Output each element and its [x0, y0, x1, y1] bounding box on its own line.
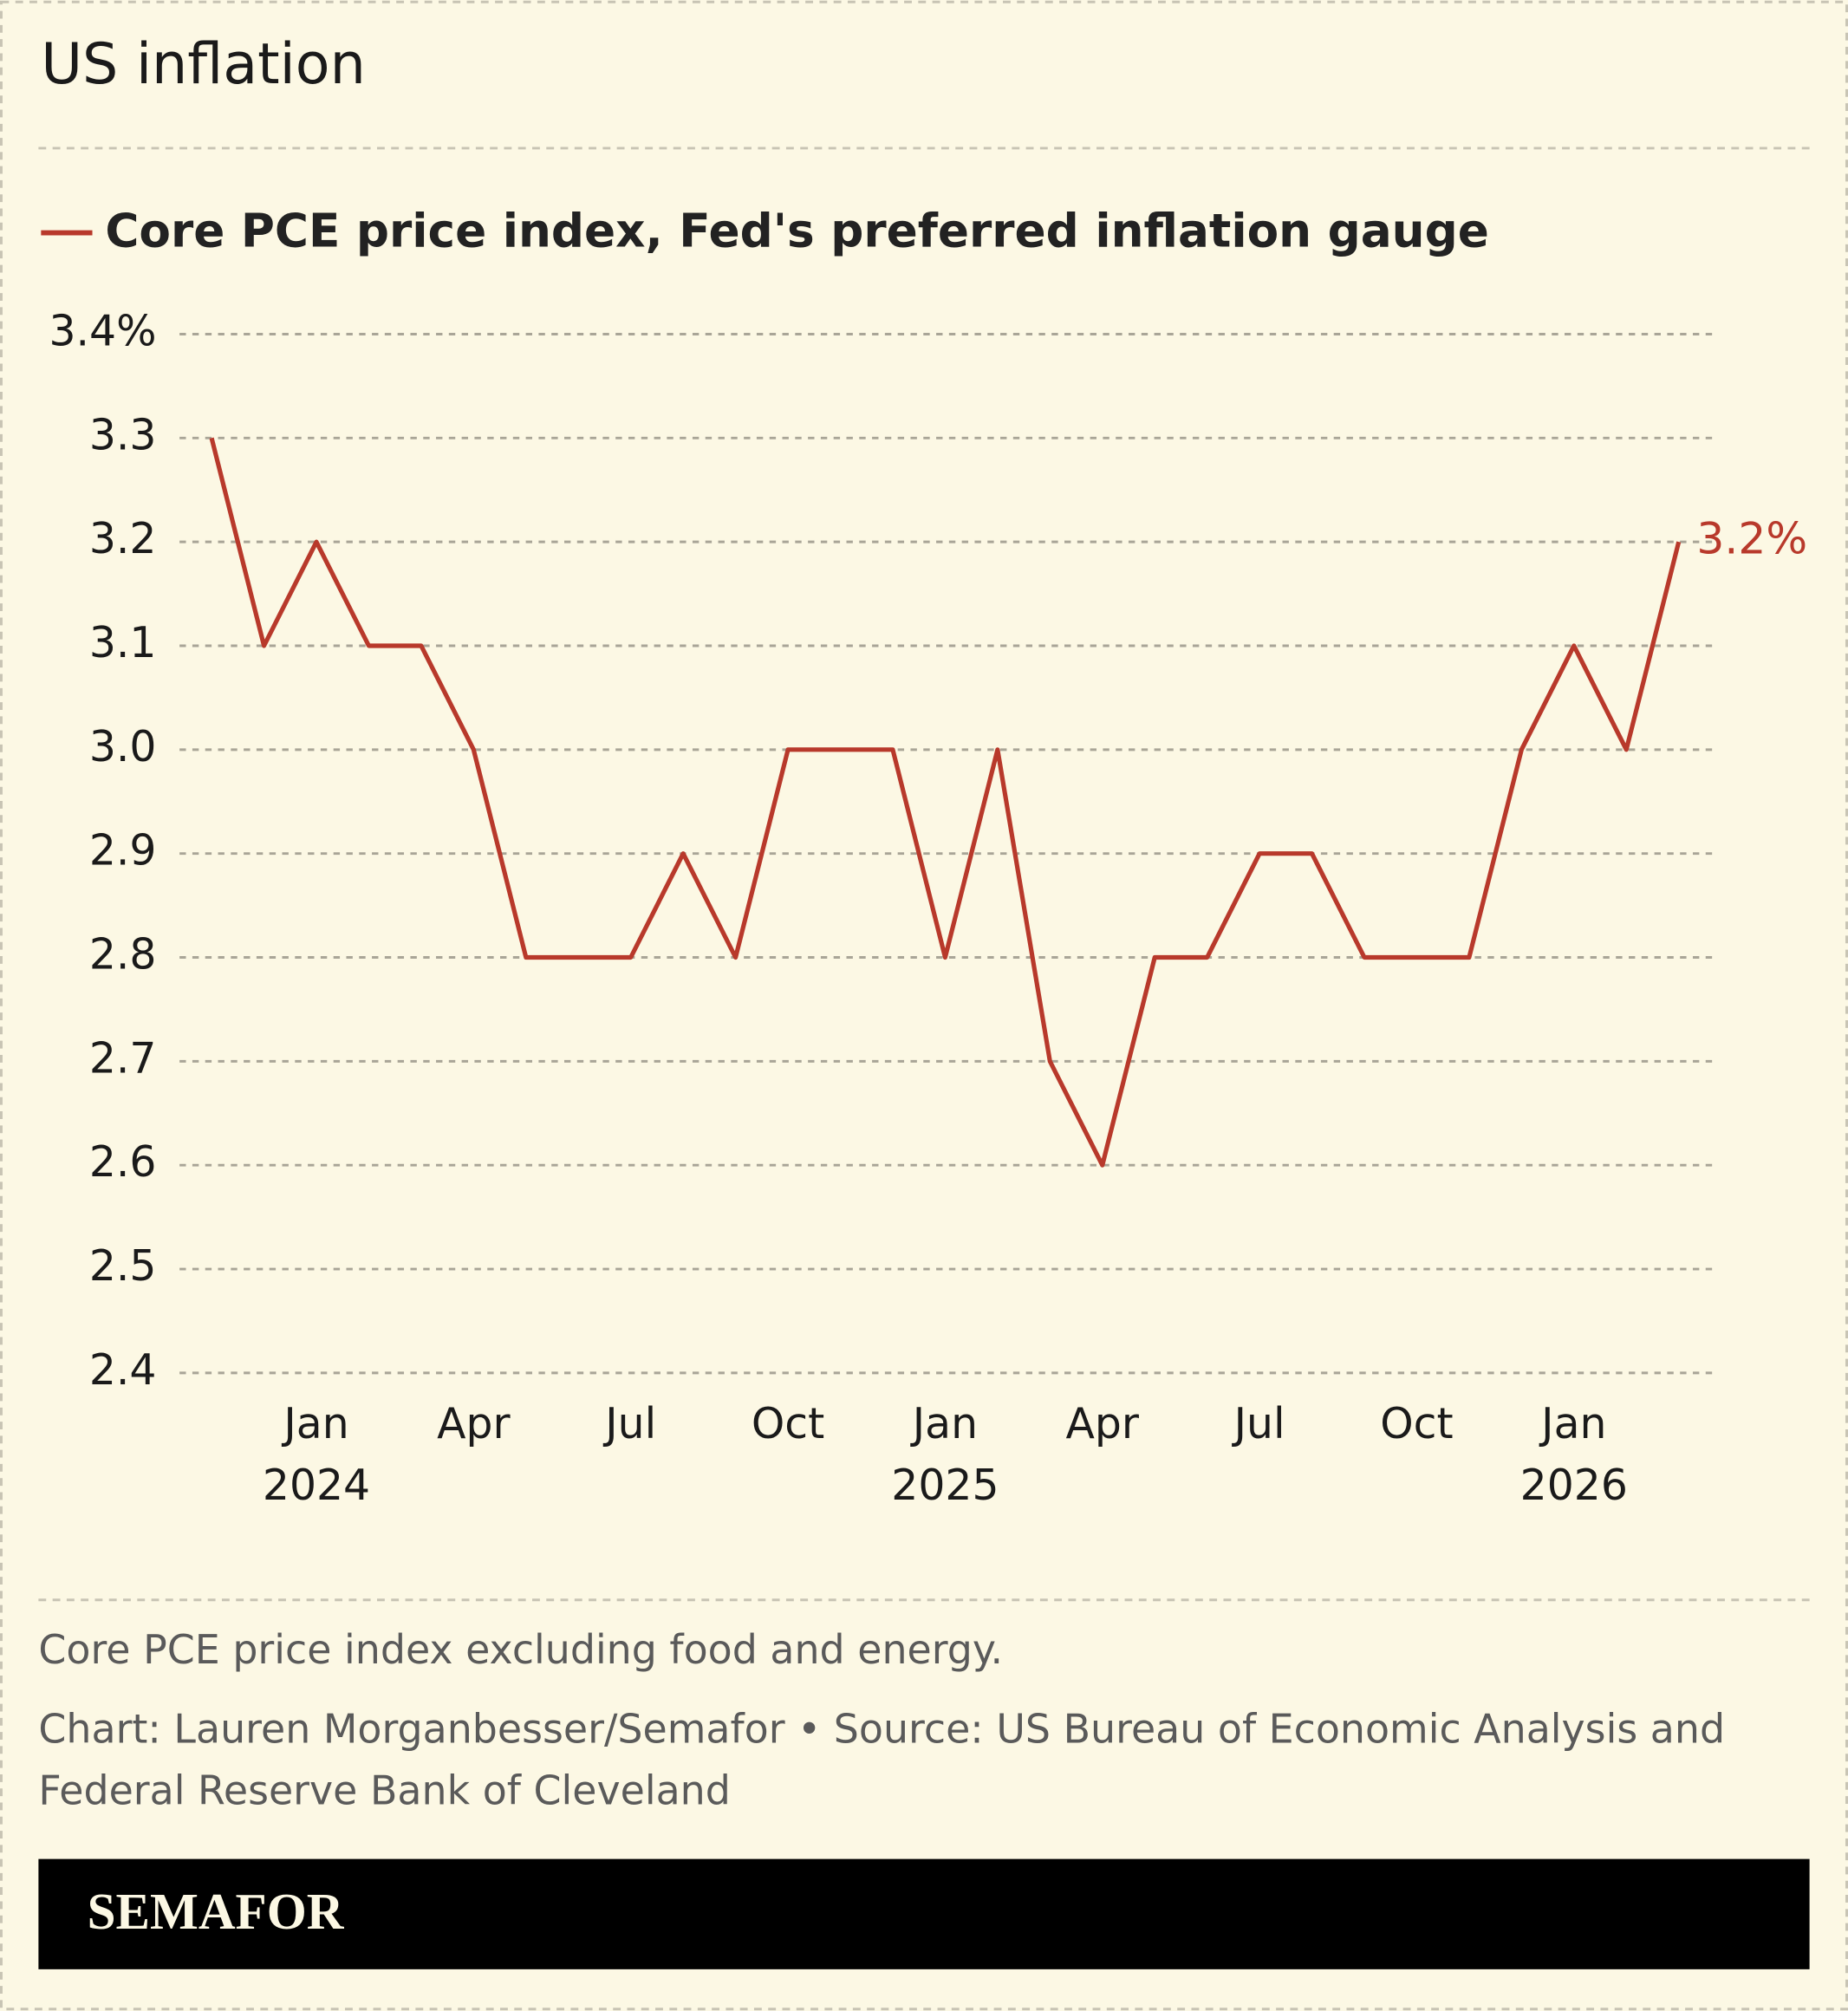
x-tick-label: Oct: [752, 1399, 824, 1448]
y-tick-label: 3.2: [89, 514, 157, 563]
credit: Federal Reserve Bank of Cleveland: [38, 1767, 731, 1814]
y-tick-label: 3.0: [89, 722, 157, 771]
x-tick-label: Apr: [1066, 1399, 1140, 1448]
y-tick-label: 2.4: [89, 1345, 157, 1395]
x-tick-label: Apr: [437, 1399, 511, 1448]
y-tick-label: 2.8: [89, 930, 157, 979]
y-tick-label: 2.9: [89, 826, 157, 875]
y-tick-label: 3.1: [89, 618, 157, 667]
note: Core PCE price index excluding food and …: [38, 1626, 1003, 1673]
x-tick-label: Jan: [1539, 1399, 1606, 1448]
y-tick-label: 2.5: [89, 1241, 157, 1291]
y-tick-label: 2.7: [89, 1033, 157, 1083]
x-tick-year: 2026: [1520, 1461, 1628, 1510]
y-tick-label: 2.6: [89, 1137, 157, 1187]
legend-label: Core PCE price index, Fed's preferred in…: [105, 205, 1489, 258]
x-tick-label: Jul: [1232, 1399, 1285, 1448]
chart-title: US inflation: [41, 32, 366, 97]
x-tick-year: 2024: [263, 1461, 370, 1510]
x-tick-label: Oct: [1380, 1399, 1453, 1448]
x-tick-year: 2025: [891, 1461, 999, 1510]
series-line: [209, 437, 1682, 1168]
value-label: 3.2%: [1696, 513, 1807, 564]
y-tick-label: 3.4%: [49, 306, 156, 355]
x-tick-label: Jul: [602, 1399, 656, 1448]
credit: Chart: Lauren Morganbesser/Semafor • Sou…: [38, 1706, 1725, 1753]
brand: SEMAFOR: [88, 1883, 345, 1940]
x-tick-label: Jan: [910, 1399, 978, 1448]
brand-bar: [38, 1858, 1810, 1969]
y-tick-label: 3.3: [89, 410, 157, 459]
x-tick-label: Jan: [281, 1399, 348, 1448]
